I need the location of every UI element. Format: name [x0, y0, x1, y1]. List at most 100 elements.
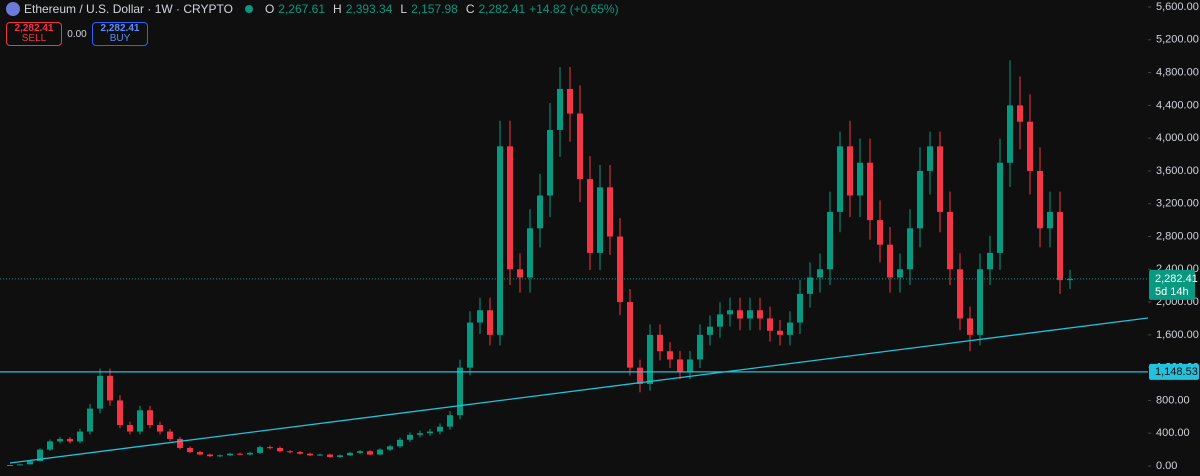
candle-body — [177, 438, 183, 448]
candle-body — [847, 146, 853, 196]
candle-body — [227, 453, 233, 456]
change: +14.82 (+0.65%) — [529, 2, 619, 16]
candle-body — [547, 129, 553, 196]
candle-body — [297, 452, 303, 454]
candle-body — [937, 146, 943, 212]
candle-body — [867, 162, 873, 221]
candle-body — [567, 88, 573, 114]
candle-body — [137, 410, 143, 432]
candle-body — [447, 415, 453, 427]
candle-body — [887, 244, 893, 278]
candle-body — [537, 195, 543, 229]
candle-body — [87, 408, 93, 432]
candle-body — [717, 314, 723, 327]
candle-body — [127, 425, 133, 432]
candle-body — [1057, 211, 1063, 281]
candle-body — [147, 410, 153, 426]
y-tick-label: 3,600.00 — [1156, 165, 1199, 177]
y-tick-label: 4,400.00 — [1156, 99, 1199, 111]
candle-body — [577, 113, 583, 180]
candle-body — [327, 454, 333, 457]
candle-body — [277, 447, 283, 452]
candle-body — [927, 146, 933, 171]
y-tick-label: 4,000.00 — [1156, 132, 1199, 144]
candle-body — [1027, 121, 1033, 171]
candle-body — [47, 441, 53, 450]
candle-body — [1047, 211, 1053, 229]
last-price-tag — [1149, 269, 1195, 300]
buy-label: BUY — [109, 33, 131, 44]
candle-body — [167, 431, 173, 439]
candle-body — [897, 269, 903, 278]
candle-body — [997, 162, 1003, 253]
sell-label: SELL — [21, 33, 47, 44]
candle-body — [817, 269, 823, 278]
candle-body — [697, 334, 703, 360]
candle-body — [957, 269, 963, 319]
countdown: 5d 14h — [1155, 286, 1189, 298]
candle-body — [607, 187, 613, 237]
candle-body — [117, 400, 123, 426]
y-tick-label: 3,200.00 — [1156, 198, 1199, 210]
candle-body — [947, 211, 953, 270]
legend-header: Ethereum / U.S. Dollar · 1W · CRYPTO O 2,… — [6, 2, 619, 16]
candle-body — [807, 277, 813, 294]
ohlc-value: 2,282.41 — [478, 2, 526, 16]
candle-body — [527, 228, 533, 278]
buy-button[interactable]: 2,282.41 BUY — [92, 22, 148, 46]
trendline — [9, 317, 1149, 464]
candle-body — [987, 252, 993, 270]
ohlc-key: C — [465, 2, 475, 16]
candle-body — [77, 431, 83, 442]
spread: 0.00 — [67, 28, 87, 40]
ohlc-value: 2,393.34 — [345, 2, 393, 16]
candle-body — [237, 453, 243, 455]
symbol-title[interactable]: Ethereum / U.S. Dollar · 1W · CRYPTO — [24, 2, 233, 16]
candle-body — [1067, 278, 1073, 281]
candle-body — [97, 375, 103, 409]
sell-button[interactable]: 2,282.41 SELL — [6, 22, 62, 46]
candle-body — [317, 454, 323, 456]
candle-body — [827, 211, 833, 270]
candle-body — [687, 359, 693, 372]
candle-body — [367, 451, 373, 455]
candle-body — [767, 318, 773, 331]
ohlc-value: 2,267.61 — [278, 2, 326, 16]
candle-body — [967, 318, 973, 335]
candle-body — [487, 310, 493, 335]
candle-body — [17, 464, 23, 466]
candle-body — [507, 146, 513, 270]
candle-body — [1037, 170, 1043, 229]
candle-body — [627, 302, 633, 368]
candle-body — [657, 334, 663, 352]
last-price-label: 2,282.41 — [1155, 273, 1198, 285]
ohlc-value: 2,157.98 — [411, 2, 458, 16]
candle-body — [837, 146, 843, 212]
candle-body — [737, 310, 743, 319]
y-tick-label: 4,800.00 — [1156, 66, 1199, 78]
trade-panel: 2,282.41 SELL 0.00 2,282.41 BUY — [6, 22, 148, 46]
candle-body — [417, 433, 423, 435]
candle-body — [617, 236, 623, 303]
candle-body — [587, 179, 593, 253]
candle-body — [787, 322, 793, 335]
symbol-icon — [6, 2, 20, 16]
candle-body — [727, 310, 733, 315]
candle-body — [107, 375, 113, 401]
candle-body — [27, 461, 33, 465]
candle-body — [307, 453, 313, 456]
candle-body — [67, 438, 73, 442]
candle-body — [707, 326, 713, 335]
y-tick-label: 5,200.00 — [1156, 34, 1199, 46]
candle-body — [187, 447, 193, 453]
y-tick-label: 2,800.00 — [1156, 230, 1199, 242]
candle-body — [877, 220, 883, 245]
ohlc-key: O — [264, 2, 275, 16]
candle-body — [267, 447, 273, 449]
candle-body — [667, 351, 673, 360]
buy-price: 2,282.41 — [100, 23, 140, 34]
candle-body — [907, 228, 913, 270]
candle-body — [637, 367, 643, 385]
candle-body — [357, 451, 363, 453]
